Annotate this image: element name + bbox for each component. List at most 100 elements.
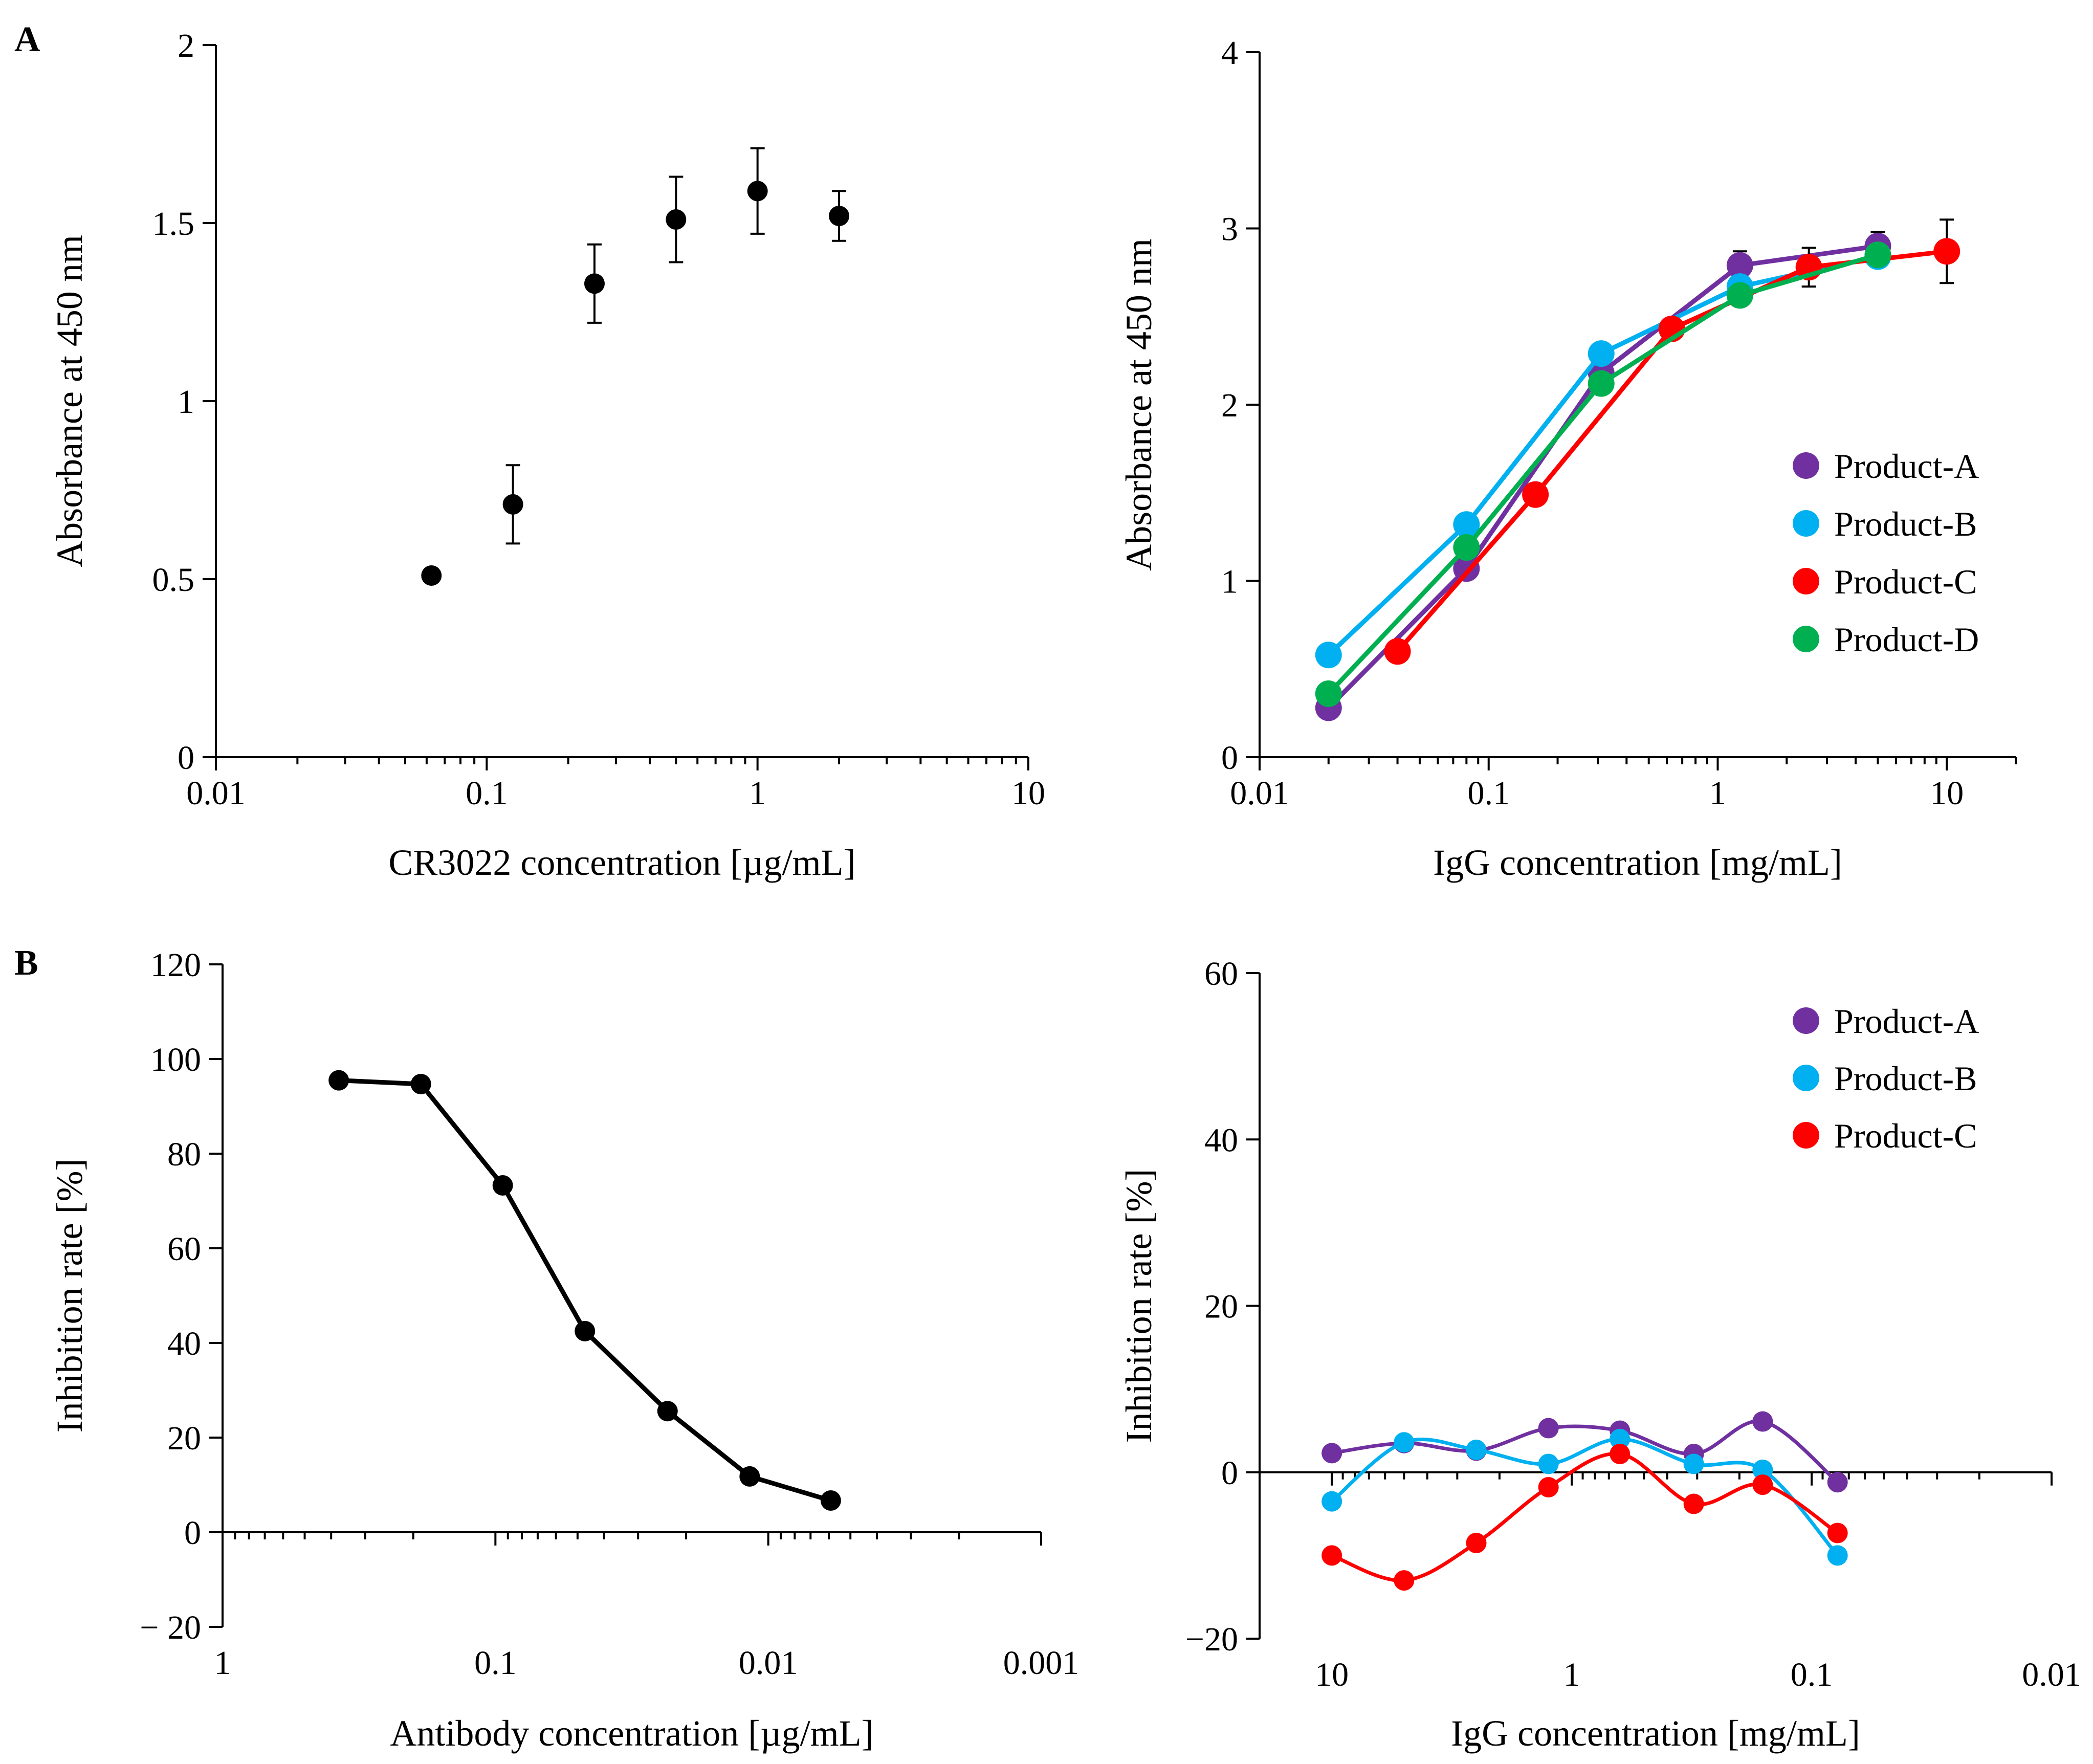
data-point (657, 1401, 678, 1422)
data-point (1466, 1532, 1487, 1553)
data-point (747, 181, 768, 202)
data-point (410, 1074, 431, 1095)
y-axis-title: Inhibition rate [%] (49, 1159, 90, 1433)
panel-label-a: A (14, 20, 40, 59)
y-tick-label: 0 (1221, 1454, 1238, 1492)
legend-marker (1793, 568, 1819, 594)
data-point (1321, 1491, 1342, 1512)
data-point (1522, 481, 1549, 508)
data-point (829, 206, 850, 227)
legend-label: Product-B (1834, 504, 1977, 543)
data-point (1538, 1477, 1559, 1498)
x-axis-title: Antibody concentration [µg/mL] (390, 1713, 873, 1754)
data-point (1933, 238, 1960, 265)
data-point (1610, 1443, 1631, 1464)
data-point (1752, 1474, 1773, 1495)
y-tick-label: 2 (178, 27, 194, 64)
y-tick-label: 0 (184, 1514, 201, 1552)
x-tick-label: 0.01 (1230, 775, 1289, 812)
y-tick-label: 20 (1204, 1288, 1238, 1326)
data-point (328, 1070, 349, 1091)
x-tick-label: 10 (1011, 775, 1045, 812)
legend-marker (1793, 510, 1819, 537)
y-tick-label: 80 (167, 1136, 201, 1173)
data-point (1864, 241, 1891, 269)
y-tick-label: 1 (178, 383, 194, 421)
x-tick-label: 0.01 (186, 775, 246, 812)
y-tick-label: −20 (1185, 1621, 1238, 1658)
data-point (1394, 1432, 1415, 1453)
x-axis-title: CR3022 concentration [µg/mL] (388, 842, 855, 883)
legend-label: Product-C (1834, 1116, 1977, 1155)
x-tick-label: 0.1 (474, 1644, 517, 1682)
legend-label: Product-A (1834, 447, 1979, 486)
y-tick-label: 0.5 (152, 561, 195, 599)
y-tick-label: 60 (167, 1230, 201, 1268)
x-tick-label: 10 (1315, 1656, 1349, 1693)
x-tick-label: 0.001 (1003, 1644, 1079, 1682)
y-tick-label: 2 (1221, 387, 1238, 424)
x-tick-label: 0.01 (2022, 1656, 2081, 1693)
legend-label: Product-C (1834, 562, 1977, 601)
y-axis-title: Absorbance at 450 nm (1118, 238, 1159, 571)
data-point (1752, 1411, 1773, 1432)
series-line-1 (1327, 254, 1879, 657)
data-point (1726, 252, 1753, 279)
y-tick-label: 120 (150, 946, 201, 984)
x-tick-label: 10 (1930, 775, 1964, 812)
legend-marker (1793, 1007, 1819, 1034)
data-point (421, 565, 442, 586)
data-point (1315, 642, 1342, 669)
series-line-0 (338, 1078, 832, 1503)
legend-label: Product-A (1834, 1002, 1979, 1041)
data-point (1394, 1570, 1415, 1591)
x-tick-label: 1 (749, 775, 766, 812)
data-point (1453, 555, 1480, 582)
legend-marker (1793, 1065, 1819, 1091)
legend-label: Product-B (1834, 1059, 1977, 1098)
legend-marker (1793, 1122, 1819, 1149)
x-axis-title: IgG concentration [mg/mL] (1433, 842, 1842, 883)
data-point (1827, 1472, 1848, 1493)
data-point (1588, 370, 1615, 397)
x-tick-label: 0.1 (466, 775, 508, 812)
data-point (575, 1320, 596, 1341)
legend-marker (1793, 626, 1819, 652)
y-tick-label: 1.5 (152, 205, 195, 242)
data-point (820, 1490, 841, 1511)
x-tick-label: 0.1 (1791, 1656, 1833, 1693)
data-point (1610, 1428, 1631, 1449)
x-tick-label: 1 (214, 1644, 231, 1682)
data-point (666, 209, 687, 230)
y-tick-label: 60 (1204, 955, 1238, 993)
y-tick-label: 100 (150, 1041, 201, 1078)
y-tick-label: 40 (1204, 1121, 1238, 1159)
chart-a-left: 0 0.5 1 1.5 2 0.01 0.1 1 10 CR3022 concentration … (49, 27, 1045, 883)
data-point (739, 1466, 760, 1487)
data-point (1827, 1523, 1848, 1544)
series-line-1 (1330, 1437, 1839, 1557)
y-tick-label: 40 (167, 1325, 201, 1362)
y-tick-label: 3 (1221, 211, 1238, 248)
data-point (1453, 511, 1480, 538)
data-point (1384, 638, 1411, 665)
data-point (1752, 1459, 1773, 1480)
data-point (1315, 680, 1342, 707)
data-point (1453, 534, 1480, 561)
x-tick-label: 0.1 (1467, 775, 1510, 812)
data-point (1726, 282, 1753, 309)
data-point (1321, 1443, 1342, 1464)
data-point (1538, 1418, 1559, 1439)
data-point (1683, 1453, 1704, 1474)
data-point (584, 273, 605, 294)
y-axis-title: Absorbance at 450 nm (49, 235, 90, 567)
x-tick-label: 1 (1709, 775, 1726, 812)
data-point (502, 494, 523, 515)
data-point (1321, 1545, 1342, 1566)
legend-label: Product-D (1834, 620, 1979, 659)
y-tick-label: − 20 (140, 1609, 201, 1646)
y-tick-label: 4 (1221, 34, 1238, 72)
chart-a-right: 0 1 2 3 4 0.01 0.1 1 10 IgG concentration [mg/mL]… (1118, 34, 2017, 883)
chart-b-left: − 20 0 20 40 60 80 100 120 1 0.1 0.01 0.001 Antibody… (49, 946, 1079, 1754)
